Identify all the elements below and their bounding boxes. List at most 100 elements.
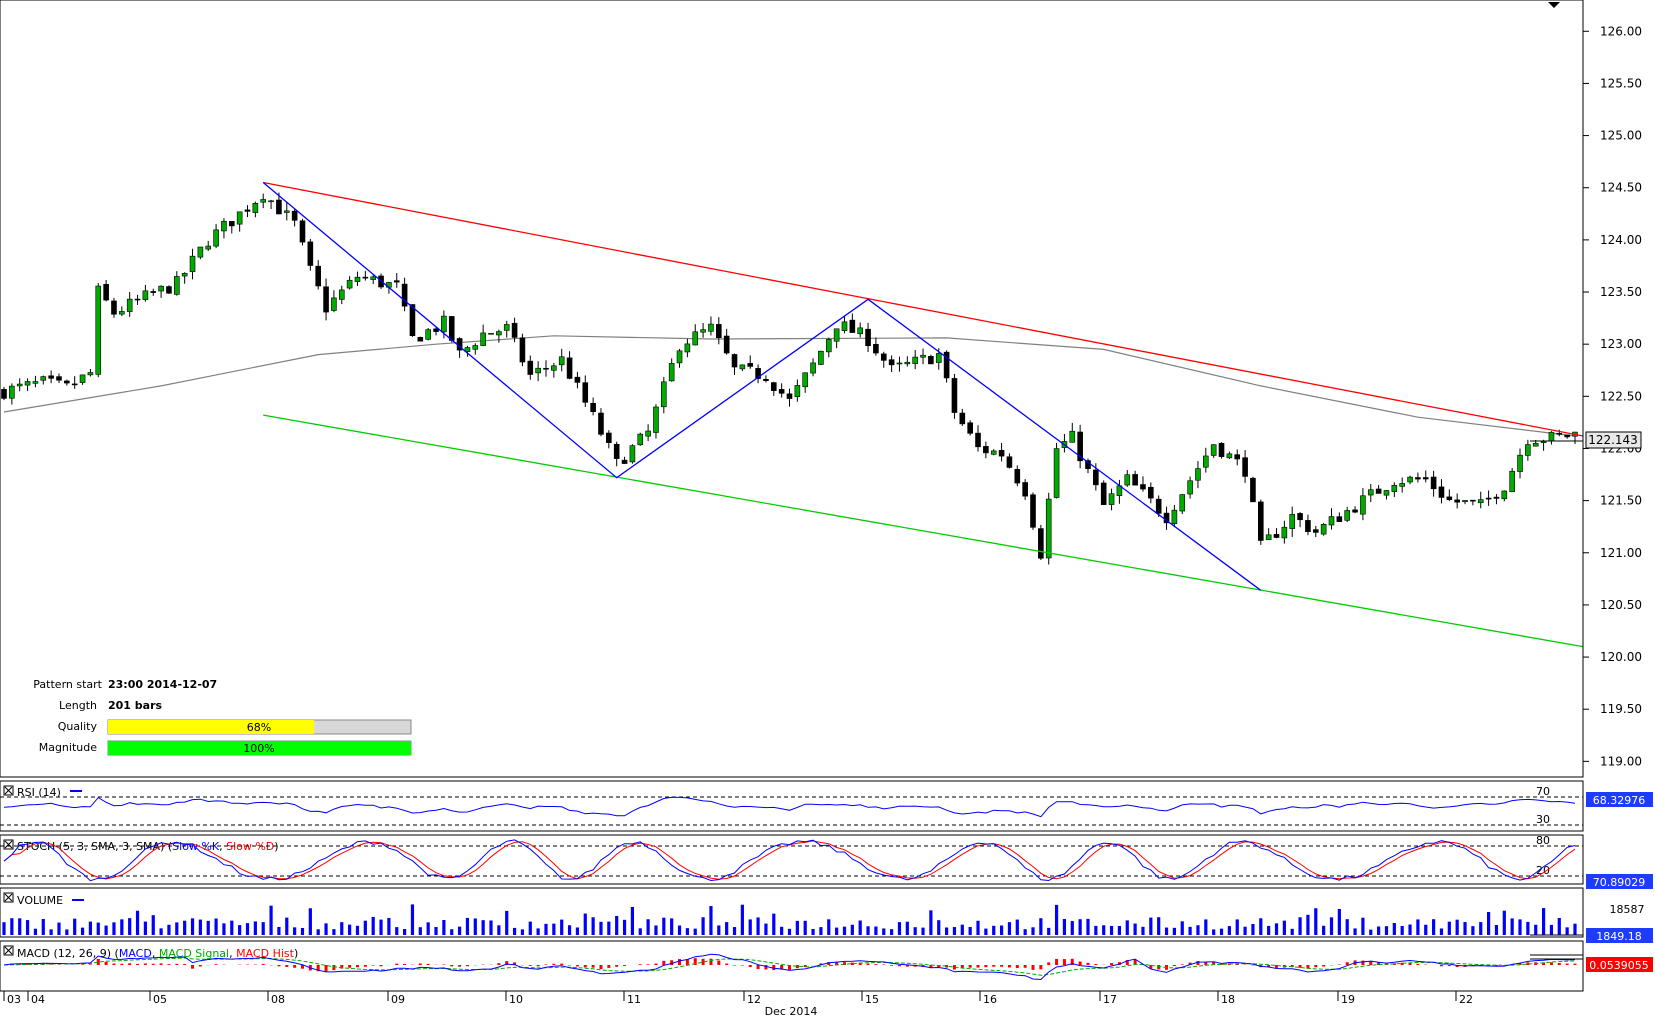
volume-bar — [795, 920, 799, 935]
volume-bar — [245, 923, 250, 935]
candle-body — [503, 324, 510, 331]
candle-body — [857, 327, 863, 335]
macd-hist-bar — [198, 965, 202, 967]
candle-body — [488, 332, 494, 335]
candle-body — [1179, 494, 1186, 512]
candle-body — [1352, 509, 1358, 513]
candle-body — [409, 304, 416, 336]
candle-body — [338, 289, 345, 300]
candle-body — [205, 245, 212, 250]
candle-body — [896, 362, 903, 365]
candle-body — [401, 283, 408, 307]
volume-bar — [827, 919, 831, 935]
candle-body — [1525, 444, 1531, 456]
macd-hist-bar — [866, 963, 870, 965]
candle-body — [1407, 476, 1413, 483]
macd-hist-bar — [340, 965, 344, 969]
candle-body — [79, 374, 86, 383]
volume-bar — [929, 910, 933, 935]
pattern-info: Pattern start 23:00 2014-12-07 Length 20… — [33, 678, 412, 756]
volume-bar — [1259, 918, 1263, 935]
candle-body — [1100, 482, 1107, 505]
candle-body — [24, 381, 31, 386]
macd-hist-bar — [214, 964, 218, 965]
chevron-down-icon[interactable] — [1548, 2, 1560, 8]
candle-body — [1344, 510, 1351, 521]
volume-bar — [1054, 904, 1059, 935]
candle-body — [213, 229, 219, 247]
macd-hist-bar — [1314, 965, 1318, 968]
volume-bar — [183, 920, 187, 935]
volume-bar — [945, 927, 949, 935]
volume-bar — [1384, 926, 1389, 935]
macd-hist-bar — [1526, 962, 1530, 965]
candle-body — [1454, 499, 1460, 503]
macd-hist-bar — [929, 965, 933, 968]
macd-hist-bar — [795, 965, 799, 969]
volume-bar — [1070, 921, 1074, 935]
volume-bar — [418, 927, 422, 935]
time-tick-label: 08 — [271, 993, 285, 1006]
macd-hist-bar — [324, 965, 328, 972]
volume-bar — [1486, 911, 1491, 935]
stoch-value-badge — [1586, 874, 1653, 889]
macd-hist-bar — [151, 963, 155, 965]
volume-bar — [1267, 925, 1271, 935]
candle-body — [1399, 483, 1405, 487]
time-tick-label: 12 — [747, 993, 761, 1006]
macd-hist-bar — [1275, 965, 1279, 968]
macd-label: MACD — [119, 947, 152, 960]
candle-body — [1273, 534, 1280, 538]
volume-bar — [842, 926, 847, 935]
macd-hist-bar — [1306, 965, 1310, 969]
candle-body — [393, 280, 400, 283]
volume-bar — [999, 925, 1004, 935]
macd-hist-bar — [1031, 965, 1035, 970]
volume-bar — [850, 924, 854, 935]
volume-bar — [780, 926, 784, 935]
macd-hist-bar — [395, 963, 399, 965]
volume-bar — [732, 927, 737, 935]
volume-bar — [835, 927, 839, 935]
macd-hist-bar — [638, 964, 642, 965]
candle-body — [1501, 490, 1508, 500]
candle-body — [983, 446, 989, 454]
volume-bar — [968, 926, 972, 935]
volume-bar — [709, 906, 713, 935]
macd-hist-bar — [465, 965, 469, 967]
macd-hist-bar — [363, 965, 367, 967]
volume-bar — [1479, 922, 1483, 935]
volume-panel — [0, 887, 1584, 938]
volume-bar — [355, 925, 360, 935]
volume-bar — [481, 920, 485, 935]
candle-body — [417, 337, 424, 342]
candle-body — [142, 290, 149, 300]
macd-hist-bar — [850, 962, 854, 965]
volume-bar — [222, 923, 226, 935]
volume-bar — [1141, 926, 1145, 935]
candle-body — [590, 402, 596, 413]
volume-bar — [505, 910, 509, 935]
volume-bar — [73, 918, 77, 935]
candle-body — [1234, 454, 1241, 460]
volume-bar — [96, 922, 100, 935]
macd-hist-bar — [379, 965, 383, 967]
volume-bar — [57, 922, 61, 935]
macd-hist-bar — [1361, 960, 1365, 965]
macd-hist-bar — [104, 961, 108, 965]
volume-bar — [65, 929, 69, 935]
candle-body — [126, 298, 133, 312]
macd-hist-bar — [1377, 962, 1381, 965]
macd-hist-bar — [159, 963, 163, 965]
macd-hist-bar — [583, 965, 587, 968]
volume-bar — [528, 921, 532, 935]
macd-hist-bar — [1290, 965, 1294, 968]
volume-value: 1849.18 — [1596, 930, 1642, 943]
candle-body — [935, 353, 942, 363]
macd-hist-bar — [905, 965, 909, 967]
resistance-line — [263, 181, 1584, 437]
volume-bar — [112, 922, 116, 935]
candle-body — [928, 356, 934, 365]
volume-bar — [1400, 925, 1404, 935]
candle-body — [119, 311, 125, 315]
